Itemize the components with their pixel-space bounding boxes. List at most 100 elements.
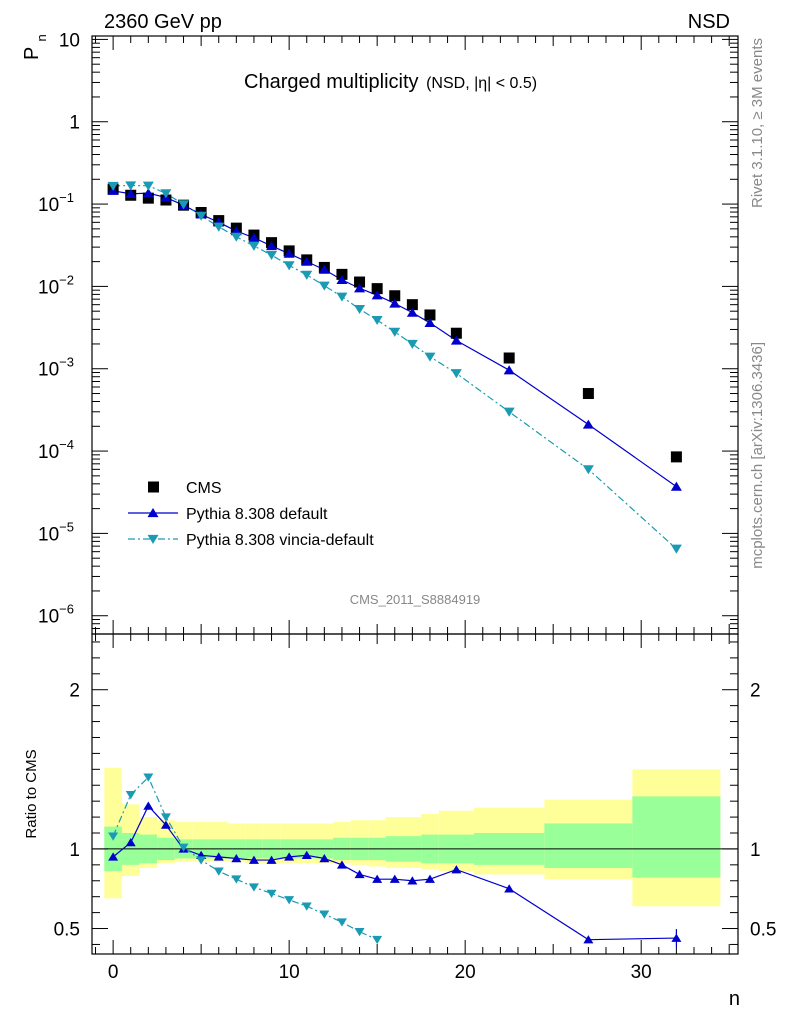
vincia-point [230,232,242,242]
vincia-point [142,181,154,191]
y-tick-exponent: −6 [59,602,74,617]
y-tick-exponent: −4 [59,437,74,452]
header-left: 2360 GeV pp [104,11,222,33]
vincia-point [670,544,682,554]
y-tick-exponent: −1 [59,190,74,205]
analysis-id: CMS_2011_S8884919 [350,592,481,607]
default-point [450,335,462,345]
default-point [670,481,682,491]
vincia-point [582,465,594,475]
bottom-panel-frame [91,633,739,955]
default-ratio-point [266,855,277,864]
default-point [389,298,401,308]
ratio-y-tick-label-left: 2 [69,681,80,702]
default-point [336,274,348,285]
uncertainty-bands [92,767,738,907]
y-tick-label: 10−4 [38,437,74,463]
default-point [301,256,313,266]
default-ratio-point [213,852,224,861]
vincia-point [213,222,225,232]
bottom-ylabel: Ratio to CMS [23,749,40,838]
vincia-point [160,189,172,199]
vincia-point [107,181,119,191]
x-tick-label: 20 [455,962,476,983]
y-tick-mantissa: 10 [59,30,80,51]
default-line [113,190,677,488]
y-tick-label: 1 [69,113,80,134]
vincia-ratio-point [160,813,171,822]
default-point [354,283,366,293]
default-point [424,317,436,328]
default-point [248,232,260,242]
x-axis-label: n [729,988,740,1010]
y-tick-label: 10−6 [38,602,74,628]
vincia-point [301,270,313,280]
vincia-ratio-point [143,773,154,782]
cms-point [450,327,462,339]
legend-label: Pythia 8.308 vincia-default [186,532,374,549]
inner-band-bin [544,823,633,869]
vincia-point [336,292,348,302]
y-tick-exponent: −5 [59,519,74,534]
vincia-ratio-point [125,791,136,800]
default-ratio-point [372,874,383,883]
vincia-point [318,281,330,291]
default-ratio-point [407,876,418,885]
default-ratio-point [583,935,594,944]
y-tick-mantissa: 10 [38,442,59,463]
vincia-ratio-point [336,918,347,927]
default-ratio-point [284,852,295,861]
legend-vincia-marker [147,534,159,544]
top-ylabel: P n [21,34,49,60]
default-point [283,248,295,258]
vincia-point [178,200,190,210]
chart-title-main: Charged multiplicity [244,71,419,93]
vincia-ratio-point [319,910,330,919]
vincia-point [424,352,436,362]
markers [107,181,682,945]
vincia-ratio-point [372,935,383,945]
default-ratio-point [451,865,462,874]
y-tick-label: 10−1 [38,190,74,216]
default-ratio-point [671,933,682,942]
chart-title-sub: (NSD, |η| < 0.5) [426,75,537,92]
vincia-ratio-point [266,889,277,899]
default-ratio-point [424,874,435,883]
vincia-point [248,241,260,251]
cms-point [670,451,682,463]
vincia-point [389,327,401,337]
default-ratio-point [354,869,365,879]
ratio-y-tick-label-right: 1 [750,840,761,861]
default-ratio-point [336,860,347,869]
default-point [318,264,330,274]
ratio-y-tick-label-right: 2 [750,681,761,702]
vincia-ratio-line [112,776,378,941]
default-ratio-point [319,853,330,863]
vincia-ratio-point [354,927,365,937]
y-tick-label: 10 [59,30,80,51]
default-point [142,188,154,198]
inner-band-bin [632,796,721,878]
ratio-y-tick-label-right: 0.5 [750,920,776,941]
vincia-point [195,211,207,221]
cms-point [336,268,348,280]
legend: CMS Pythia 8.308 default Pythia 8.308 vinc… [128,480,374,549]
vincia-point [354,304,366,315]
vincia-ratio-point [284,896,295,905]
y-tick-mantissa: 10 [38,607,59,628]
svg-text:P n: P n [21,34,49,60]
default-ratio-point [389,874,400,883]
vincia-line [113,184,677,550]
cms-point [503,352,515,364]
y-tick-label: 10−3 [38,355,74,381]
top-ylabel-sub: n [34,34,49,41]
cms-point [142,192,154,204]
cms-point [424,309,436,321]
legend-default-marker [147,508,159,518]
legend-label: Pythia 8.308 default [186,506,328,523]
rivet-label: Rivet 3.1.10, ≥ 3M events [749,38,766,208]
x-tick-label: 0 [108,962,119,983]
cms-point [389,290,401,302]
